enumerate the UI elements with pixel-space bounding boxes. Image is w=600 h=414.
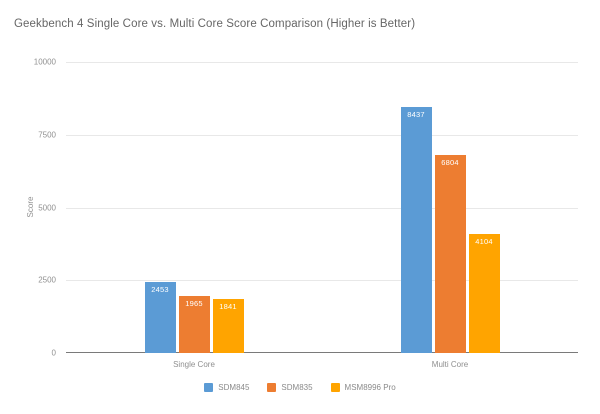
bar-msm8996-pro-multi-core[interactable]: 4104 — [468, 233, 500, 353]
gridline — [66, 207, 578, 209]
bar-sdm845-multi-core[interactable]: 8437 — [400, 107, 432, 353]
legend-item[interactable]: MSM8996 Pro — [330, 383, 396, 392]
bar-sdm835-multi-core[interactable]: 6804 — [434, 155, 466, 353]
bar-value-label: 8437 — [407, 110, 425, 120]
plot-area: 2453 1965 1841 8437 6804 4104 — [66, 62, 578, 353]
gridline — [66, 280, 578, 282]
bar-msm8996-pro-single-core[interactable]: 1841 — [212, 299, 244, 353]
legend-label: SDM835 — [281, 383, 313, 392]
bar-sdm845-single-core[interactable]: 2453 — [144, 281, 176, 353]
bar-value-label: 4104 — [475, 236, 493, 246]
legend-item[interactable]: SDM835 — [267, 383, 313, 392]
gridline — [66, 134, 578, 136]
legend-item[interactable]: SDM845 — [204, 383, 249, 392]
legend-swatch-icon — [204, 383, 214, 392]
legend-swatch-icon — [330, 383, 340, 392]
bar-value-label: 6804 — [441, 158, 459, 168]
bar-value-label: 1841 — [219, 302, 237, 312]
y-tick-label: 2500 — [38, 275, 56, 285]
bar-value-label: 1965 — [185, 298, 203, 308]
y-tick-label: 10000 — [33, 57, 56, 67]
y-tick-label: 0 — [51, 348, 56, 358]
y-tick-label: 5000 — [38, 203, 56, 212]
legend-label: SDM845 — [218, 383, 250, 392]
x-axis-line — [66, 352, 578, 353]
gridline — [66, 62, 578, 63]
chart-title: Geekbench 4 Single Core vs. Multi Core S… — [14, 18, 416, 30]
bar-sdm835-single-core[interactable]: 1965 — [178, 295, 210, 353]
bar-value-label: 2453 — [151, 284, 169, 294]
legend-swatch-icon — [267, 383, 277, 392]
chart-legend: SDM845 SDM835 MSM8996 Pro — [0, 383, 600, 392]
y-axis-title: Score — [25, 196, 35, 218]
x-tick-label: Multi Core — [431, 360, 469, 369]
y-tick-label: 7500 — [38, 130, 56, 140]
legend-label: MSM8996 Pro — [344, 383, 396, 392]
y-axis-labels: Score 0 2500 5000 7500 10000 — [0, 0, 62, 414]
x-tick-label: Single Core — [173, 360, 215, 369]
